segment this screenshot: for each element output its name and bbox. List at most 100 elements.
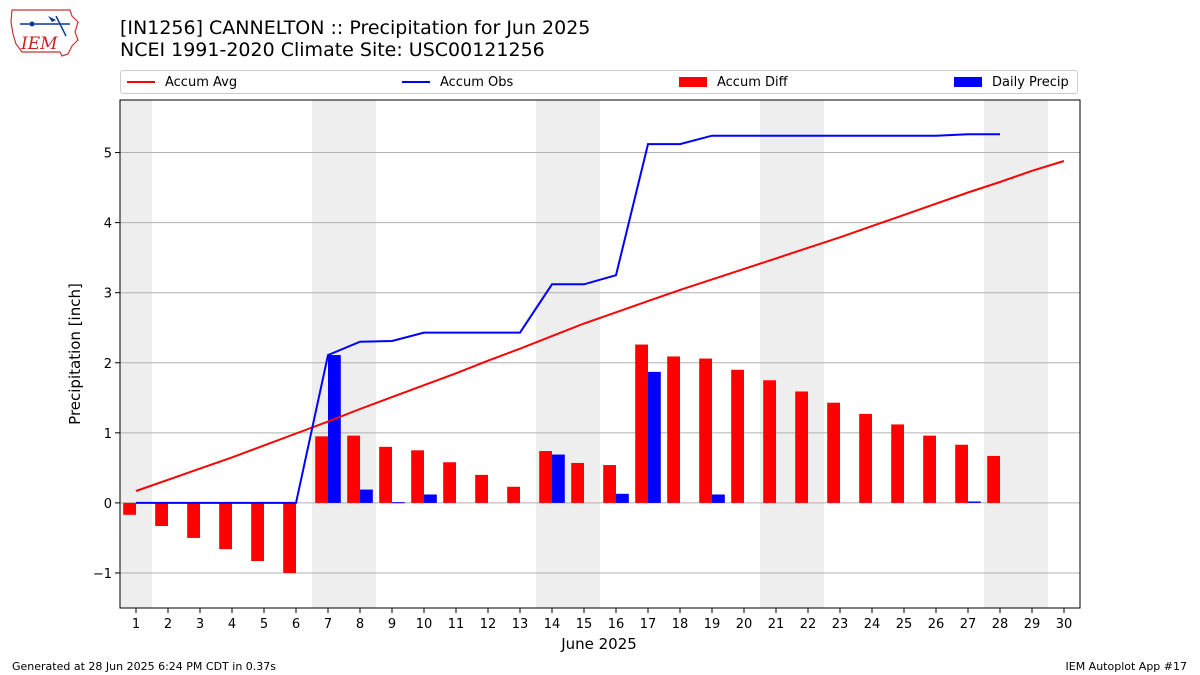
y-tick-label-5: 4 <box>104 217 112 232</box>
x-tick-label-7: 8 <box>356 617 364 632</box>
x-tick-label-11: 12 <box>480 617 497 632</box>
accum-diff-bar-25 <box>891 424 904 503</box>
daily-precip-bar-27 <box>968 501 981 503</box>
x-tick-label-27: 28 <box>992 617 1009 632</box>
legend-item-accum-avg: Accum Avg <box>127 71 237 93</box>
legend-item-daily-precip: Daily Precip <box>954 71 1069 93</box>
legend: Accum Avg Accum Obs Accum Diff Daily Pre… <box>120 70 1078 94</box>
x-tick-label-29: 30 <box>1056 617 1073 632</box>
x-tick-label-13: 14 <box>544 617 561 632</box>
x-tick-label-5: 6 <box>292 617 300 632</box>
x-tick-label-1: 2 <box>164 617 172 632</box>
iem-logo: IEM <box>10 9 79 57</box>
accum-diff-bar-3 <box>187 502 200 538</box>
legend-swatch-accum-obs <box>402 81 430 83</box>
accum-diff-bar-10 <box>411 450 424 503</box>
accum-diff-bar-2 <box>155 502 168 527</box>
x-tick-label-19: 20 <box>736 617 753 632</box>
lines <box>135 133 1065 504</box>
chart-subtitle: NCEI 1991-2020 Climate Site: USC00121256 <box>120 39 545 61</box>
accum-diff-bar-24 <box>859 413 872 503</box>
x-tick-label-24: 25 <box>896 617 913 632</box>
accum-obs-line <box>136 133 1000 504</box>
accum-diff-bar-4 <box>219 502 232 550</box>
accum-diff-bar-21 <box>763 380 776 503</box>
x-tick-label-2: 3 <box>196 617 204 632</box>
accum-diff-bar-17 <box>635 344 648 503</box>
daily-precip-bar-16 <box>616 493 629 503</box>
x-tick-label-10: 11 <box>448 617 465 632</box>
accum-diff-bar-22 <box>795 391 808 503</box>
daily-precip-bar-8 <box>360 489 373 503</box>
x-tick-label-12: 13 <box>512 617 529 632</box>
x-tick-label-21: 22 <box>800 617 817 632</box>
weekend-band-1 <box>312 100 376 608</box>
legend-swatch-accum-diff <box>679 77 707 87</box>
daily-precip-bar-7 <box>328 355 341 503</box>
logo-text: IEM <box>20 34 58 54</box>
accum-diff-bar-26 <box>923 435 936 503</box>
y-tick-label-1: 0 <box>104 497 112 512</box>
y-tick-label-6: 5 <box>104 147 112 162</box>
x-tick-label-6: 7 <box>324 617 332 632</box>
weekend-band-2 <box>536 100 600 608</box>
footer-app: IEM Autoplot App #17 <box>1065 660 1188 673</box>
legend-swatch-accum-avg <box>127 81 155 83</box>
x-tick-label-26: 27 <box>960 617 977 632</box>
accum-diff-bar-8 <box>347 435 360 503</box>
chart-title: [IN1256] CANNELTON :: Precipitation for … <box>120 17 591 39</box>
accum-diff-bar-11 <box>443 462 456 503</box>
x-tick-label-20: 21 <box>768 617 785 632</box>
y-tick-label-2: 1 <box>104 427 112 442</box>
weekend-band-0 <box>120 100 152 608</box>
accum-diff-bar-19 <box>699 358 712 503</box>
accum-diff-bar-7 <box>315 436 328 503</box>
accum-diff-bar-6 <box>283 502 296 573</box>
y-tick-label-0: −1 <box>93 567 112 582</box>
accum-diff-bar-28 <box>987 455 1000 503</box>
accum-diff-bar-9 <box>379 446 392 503</box>
footer-generated: Generated at 28 Jun 2025 6:24 PM CDT in … <box>12 660 277 673</box>
accum-diff-bar-5 <box>251 502 264 562</box>
x-tick-label-23: 24 <box>864 617 881 632</box>
x-tick-label-4: 5 <box>260 617 268 632</box>
legend-label-accum-obs: Accum Obs <box>440 74 514 90</box>
x-tick-label-0: 1 <box>132 617 140 632</box>
daily-precip-bar-17 <box>648 371 661 503</box>
x-tick-label-18: 19 <box>704 617 721 632</box>
accum-avg-line <box>135 160 1065 492</box>
x-tick-label-3: 4 <box>228 617 236 632</box>
x-tick-label-14: 15 <box>576 617 593 632</box>
bars <box>123 344 1000 573</box>
accum-diff-bar-14 <box>539 451 552 503</box>
accum-diff-bar-20 <box>731 369 744 503</box>
x-tick-label-25: 26 <box>928 617 945 632</box>
iem-iowa-logo-icon <box>10 9 79 57</box>
legend-label-accum-avg: Accum Avg <box>165 74 238 90</box>
daily-precip-bar-14 <box>552 454 565 503</box>
accum-diff-bar-1 <box>123 502 136 515</box>
accum-diff-bar-23 <box>827 402 840 503</box>
accum-diff-bar-15 <box>571 462 584 503</box>
legend-item-accum-obs: Accum Obs <box>402 71 513 93</box>
legend-item-accum-diff: Accum Diff <box>679 71 788 93</box>
y-tick-label-4: 3 <box>104 287 112 302</box>
accum-diff-bar-18 <box>667 356 680 503</box>
accum-diff-bar-12 <box>475 474 488 503</box>
accum-diff-bar-13 <box>507 486 520 503</box>
x-tick-label-16: 17 <box>640 617 657 632</box>
y-axis-label: Precipitation [inch] <box>66 283 84 425</box>
daily-precip-bar-19 <box>712 494 725 503</box>
legend-label-daily-precip: Daily Precip <box>992 74 1069 90</box>
x-tick-label-28: 29 <box>1024 617 1041 632</box>
x-tick-label-17: 18 <box>672 617 689 632</box>
x-tick-label-9: 10 <box>416 617 433 632</box>
x-tick-label-8: 9 <box>388 617 396 632</box>
accum-diff-bar-16 <box>603 465 616 503</box>
legend-label-accum-diff: Accum Diff <box>717 74 788 90</box>
plot-frame <box>119 99 1081 609</box>
daily-precip-bar-10 <box>424 494 437 503</box>
weekend-shading <box>120 100 1048 608</box>
